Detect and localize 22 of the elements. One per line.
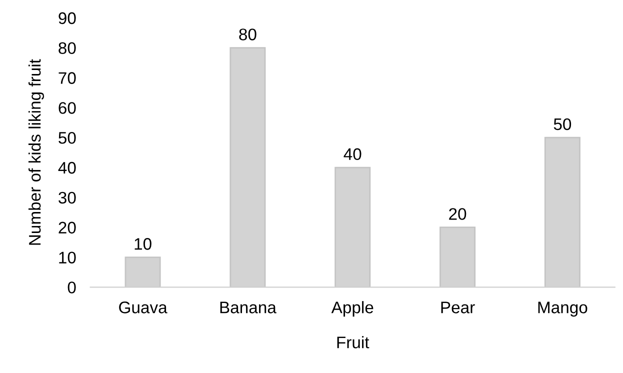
x-tick-label: Guava <box>119 302 168 314</box>
y-tick-label: 40 <box>58 162 76 174</box>
x-tick-label: Mango <box>538 302 588 317</box>
x-tick-label: Apple <box>331 301 374 317</box>
data-label: 80 <box>239 28 256 40</box>
data-label: 10 <box>134 238 152 250</box>
y-tick-label: 70 <box>58 72 76 84</box>
y-tick-label: 90 <box>58 12 76 24</box>
y-tick-label: 80 <box>58 42 76 54</box>
x-tick-label: Pear <box>441 302 475 314</box>
y-tick-label: 0 <box>68 282 76 294</box>
y-tick-label: 50 <box>58 132 76 144</box>
data-label: 50 <box>554 118 572 130</box>
y-tick-label: 30 <box>58 192 76 204</box>
y-tick-label: 60 <box>58 102 76 114</box>
data-label: 20 <box>449 208 466 220</box>
x-axis-title: Fruit <box>337 336 370 348</box>
y-tick-label: 20 <box>58 222 76 234</box>
y-tick-label: 10 <box>59 252 76 264</box>
x-tick-label: Banana <box>220 302 276 314</box>
data-label: 40 <box>344 148 362 160</box>
y-axis-title: Number of kids liking fruit <box>28 59 44 245</box>
